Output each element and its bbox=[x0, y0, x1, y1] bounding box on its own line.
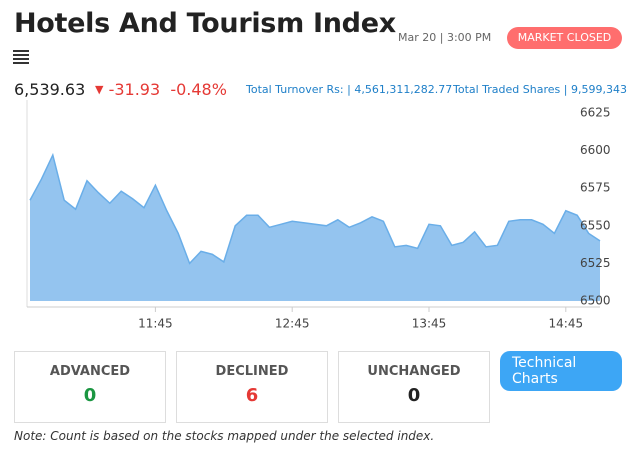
advanced-card: ADVANCED 0 bbox=[14, 351, 166, 423]
y-tick-label: 6575 bbox=[580, 181, 611, 195]
x-tick-label: 12:45 bbox=[275, 317, 310, 331]
title: Hotels And Tourism Index bbox=[14, 8, 396, 39]
declined-label: DECLINED bbox=[215, 364, 289, 379]
note: Note: Count is based on the stocks mappe… bbox=[14, 429, 435, 443]
unchanged-count: 0 bbox=[407, 385, 421, 406]
y-tick-label: 6625 bbox=[580, 106, 611, 120]
menu-icon[interactable] bbox=[13, 50, 29, 64]
change-value: -31.93 bbox=[108, 80, 161, 99]
advanced-label: ADVANCED bbox=[49, 364, 131, 379]
advanced-count: 0 bbox=[83, 385, 97, 406]
turnover-label: Total Turnover Rs: | bbox=[246, 83, 351, 96]
area-fill bbox=[30, 155, 600, 301]
declined-card: DECLINED 6 bbox=[176, 351, 328, 423]
unchanged-card: UNCHANGED 0 bbox=[338, 351, 490, 423]
technical-charts-button[interactable]: Technical Charts bbox=[500, 351, 622, 391]
down-arrow: ▼ bbox=[95, 83, 104, 96]
x-tick-label: 11:45 bbox=[138, 317, 173, 331]
change: ▼ -31.93 -0.48% bbox=[95, 80, 227, 99]
shares-label: Total Traded Shares | bbox=[453, 83, 568, 96]
shares-value: 9,599,343 bbox=[570, 83, 627, 96]
y-tick-label: 6600 bbox=[580, 143, 611, 157]
turnover-value: 4,561,311,282.77 bbox=[354, 83, 453, 96]
chart: 6500 6525 6550 6575 6600 6625 11:45 12:45 13:45 1… bbox=[26, 100, 611, 331]
timestamp: Mar 20 | 3:00 PM bbox=[398, 31, 492, 44]
unchanged-label: UNCHANGED bbox=[367, 364, 461, 379]
market-status: MARKET CLOSED bbox=[507, 27, 622, 49]
area-line bbox=[29, 152, 601, 265]
y-tick-label: 6500 bbox=[580, 294, 611, 308]
x-tick-label: 13:45 bbox=[412, 317, 447, 331]
y-tick-label: 6525 bbox=[580, 256, 611, 270]
y-tick-label: 6550 bbox=[580, 218, 611, 232]
declined-count: 6 bbox=[245, 385, 259, 406]
traded-shares: Total Traded Shares | 9,599,343 bbox=[453, 83, 627, 96]
turnover: Total Turnover Rs: | 4,561,311,282.77 bbox=[246, 83, 452, 96]
x-tick-label: 14:45 bbox=[549, 317, 584, 331]
index-value: 6,539.63 bbox=[14, 80, 86, 99]
change-percent: -0.48% bbox=[170, 80, 227, 99]
